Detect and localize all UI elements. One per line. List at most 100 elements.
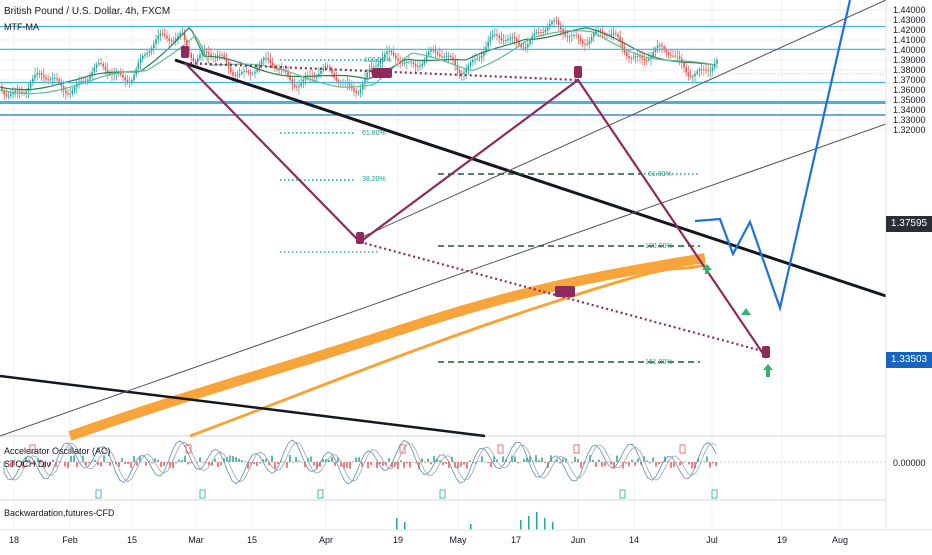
candle-body xyxy=(487,42,489,47)
candle-body xyxy=(496,34,498,35)
indicator-mtf-ma[interactable]: MTF-MA xyxy=(4,22,39,32)
ac-bar xyxy=(379,462,381,464)
ac-bar xyxy=(298,461,300,462)
candle-body xyxy=(536,32,538,33)
ac-bar xyxy=(703,461,705,462)
candle-body xyxy=(641,57,643,59)
ac-bar xyxy=(433,456,435,462)
ac-bar xyxy=(130,462,132,468)
ac-bar xyxy=(121,458,123,462)
fib-label-top-100: 100.00% xyxy=(364,57,392,64)
candle-body xyxy=(556,20,558,21)
candle-body xyxy=(692,76,694,77)
candle-body xyxy=(377,64,379,66)
ac-bar xyxy=(601,462,603,467)
price-scale[interactable]: 1.440001.430001.420001.410001.400001.390… xyxy=(886,0,932,530)
target-price-tag: 1.33503 xyxy=(886,352,932,368)
indicator-stoch-div[interactable]: STOCH Div xyxy=(4,459,51,469)
ac-bar xyxy=(244,461,246,462)
ac-bar xyxy=(217,462,219,467)
candle-body xyxy=(472,60,474,62)
ac-bar xyxy=(403,462,405,468)
ac-bar xyxy=(367,462,369,468)
candle-body xyxy=(267,58,269,60)
ac-bar xyxy=(331,457,333,462)
candle-body xyxy=(265,58,267,59)
ac-bar xyxy=(646,461,648,462)
candle-body xyxy=(85,81,87,82)
backwardation-bar-7 xyxy=(552,522,554,530)
ac-bar xyxy=(424,462,426,463)
candle-body xyxy=(133,75,135,80)
candle-body xyxy=(336,77,338,80)
price-tick-label-4: 1.40000 xyxy=(893,45,926,55)
pattern-label-box-2 xyxy=(555,286,575,297)
ac-bar xyxy=(100,462,102,467)
ac-bar xyxy=(691,462,693,469)
ac-bar xyxy=(682,462,684,463)
candle-body xyxy=(415,64,417,66)
ac-bar xyxy=(655,462,657,467)
candle-body xyxy=(611,34,613,35)
candle-body xyxy=(514,37,516,38)
ac-bar xyxy=(715,462,717,466)
time-label-1: Feb xyxy=(62,535,78,545)
candle-body xyxy=(443,57,445,58)
candle-body xyxy=(551,21,553,24)
ac-bar xyxy=(430,462,432,464)
candle-body xyxy=(613,34,615,35)
candle-body xyxy=(694,74,696,76)
candle-body xyxy=(476,58,478,59)
candle-body xyxy=(360,89,362,92)
ac-bar xyxy=(481,456,483,462)
candle-body xyxy=(635,56,637,57)
ac-bar xyxy=(571,462,573,463)
time-label-5: Apr xyxy=(319,535,333,545)
candle-body xyxy=(439,54,441,56)
candle-body xyxy=(446,56,448,57)
ac-bar xyxy=(199,457,201,462)
candle-body xyxy=(672,56,674,57)
candle-body xyxy=(124,77,126,80)
ac-bar xyxy=(463,462,465,465)
candle-body xyxy=(501,38,503,40)
candle-body xyxy=(391,51,393,52)
candle-body xyxy=(287,72,289,76)
candle-body xyxy=(417,66,419,67)
candle-body xyxy=(591,37,593,41)
candle-body xyxy=(8,96,10,97)
ac-bar xyxy=(157,460,159,462)
ac-bar xyxy=(535,455,537,462)
indicator-backwardation[interactable]: Backwardation,futures-CFD xyxy=(4,508,115,518)
candle-body xyxy=(547,27,549,30)
time-label-4: 15 xyxy=(247,535,257,545)
candle-body xyxy=(705,70,707,71)
candle-body xyxy=(637,56,639,57)
ac-bar xyxy=(58,461,60,462)
ac-bar xyxy=(649,462,651,463)
ac-bar xyxy=(202,462,204,463)
candle-body xyxy=(690,76,692,77)
ac-bar xyxy=(595,462,597,467)
ac-bar xyxy=(631,460,633,462)
candle-body xyxy=(131,80,133,82)
candle-body xyxy=(527,44,529,47)
indicator-accelerator[interactable]: Accelerator Oscillator (AC) xyxy=(4,446,111,456)
ac-bar xyxy=(679,462,681,465)
candle-body xyxy=(294,84,296,87)
price-tick-label-2: 1.42000 xyxy=(893,25,926,35)
ac-bar xyxy=(64,462,66,467)
candle-body xyxy=(580,38,582,41)
candle-body xyxy=(714,64,716,68)
candle-body xyxy=(219,55,221,56)
symbol-title[interactable]: British Pound / U.S. Dollar, 4h, FXCM xyxy=(4,6,170,17)
ac-bar xyxy=(517,462,519,463)
price-tick-label-0: 1.44000 xyxy=(893,5,926,15)
candle-body xyxy=(542,32,544,33)
candle-body xyxy=(98,63,100,64)
pattern-marker-b xyxy=(574,66,582,78)
candle-body xyxy=(437,52,439,54)
candle-body xyxy=(567,36,569,37)
